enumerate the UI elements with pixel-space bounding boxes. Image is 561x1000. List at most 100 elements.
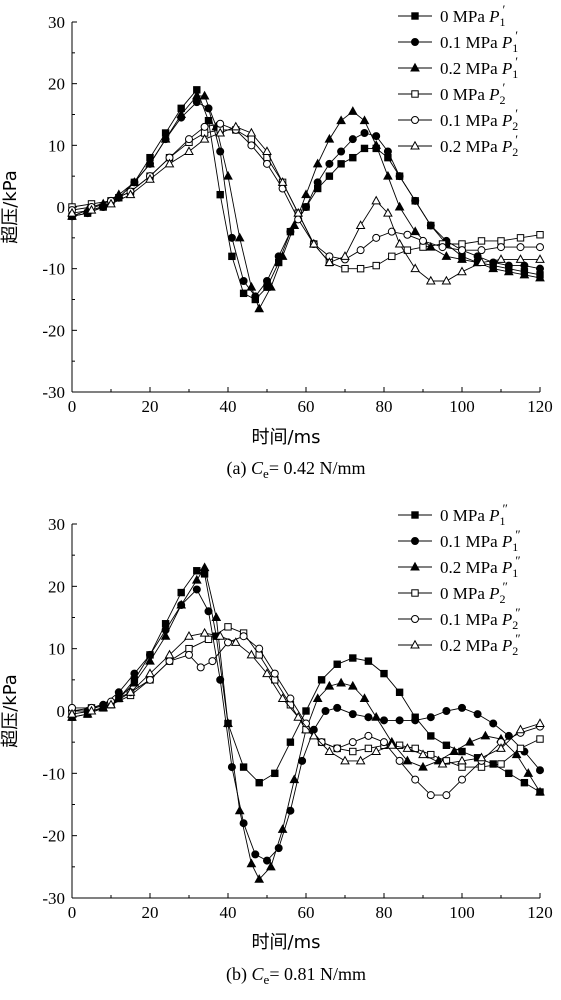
chart0-series-5-point — [215, 127, 226, 137]
chart1-series-5-point — [199, 627, 210, 637]
chart0-series-2-point — [301, 189, 311, 199]
chart1-legend-label-pressure: 0.1 MPa — [440, 532, 502, 551]
chart0-series-5-point — [308, 238, 319, 248]
chart1-series-3-point — [427, 750, 435, 759]
chart1-xtick-label: 120 — [527, 903, 553, 922]
chart0-series-5-point — [262, 146, 272, 155]
chart0-series-2-point — [383, 170, 393, 180]
chart0-series-0-point — [204, 116, 213, 125]
chart1-series-2-point — [464, 736, 475, 746]
chart1-series-5-point — [246, 649, 257, 659]
chart1-series-4-point — [255, 644, 264, 653]
chart1-series-0 — [68, 567, 544, 796]
chart1-series-3-point — [204, 635, 213, 644]
chart0-legend-label-prime: ′ — [503, 2, 506, 17]
chart0-legend-label-sub: 2 — [512, 145, 518, 159]
chart1-legend-label-sym: P — [501, 558, 512, 577]
chart0-legend-marker — [411, 90, 419, 98]
chart1-series-4-point — [426, 791, 435, 800]
chart1-ytick-label: 20 — [48, 577, 65, 596]
chart1-series-4-point — [270, 669, 279, 678]
chart1-caption: (b) Ce= 0.81 N/mm — [226, 964, 366, 987]
chart1-series-5-line — [71, 632, 541, 765]
chart1-series-2-point — [535, 786, 545, 796]
chart1-legend-label-pressure: 0.1 MPa — [440, 610, 502, 629]
chart1-series-1 — [68, 585, 544, 865]
chart0-series-5-point — [293, 207, 304, 217]
chart0-ytick-label: -10 — [42, 260, 65, 279]
chart0-legend-label: 0 MPa P2′ — [440, 80, 506, 107]
chart1-series-4-point — [364, 731, 373, 740]
chart0-series-1-point — [520, 261, 529, 270]
chart0-series-2-point — [246, 281, 257, 291]
chart1-series-5-point — [476, 752, 487, 762]
chart1-legend-marker — [411, 537, 419, 545]
chart0-xtick-label: 60 — [298, 397, 315, 416]
chart1-series-1-point — [380, 716, 388, 725]
chart0-series-2-point — [503, 266, 514, 276]
chart1-series-2-point — [433, 755, 444, 765]
chart1-series-0-point — [286, 738, 295, 746]
chart0-series-1-point — [302, 203, 310, 211]
chart1-series-2-point — [246, 858, 257, 868]
chart1-legend-label-prime: ″ — [515, 605, 520, 620]
chart0-series-2-point — [488, 263, 499, 273]
chart1-series-3-point — [395, 741, 404, 749]
chart1-series-0-point — [395, 688, 404, 696]
chart0-series-5-point — [246, 127, 257, 137]
chart1-series-1-point — [263, 856, 271, 865]
chart1-series-2-point — [359, 693, 370, 703]
chart0-xlabel: 时间/ms — [252, 427, 321, 448]
chart1-legend-label-sym: P — [501, 532, 512, 551]
chart0-series-5-point — [476, 257, 487, 266]
chart1-series-4-point — [317, 738, 326, 747]
chart0-xtick-label: 80 — [376, 397, 393, 416]
chart0-caption-sub: e — [263, 466, 269, 481]
chart0-series-5-point — [199, 133, 210, 143]
chart1-series-2-point — [324, 680, 335, 690]
chart1-series-1-point — [411, 716, 420, 725]
chart0-legend-label-sym: P — [501, 59, 512, 78]
chart1-series-1-point — [426, 713, 435, 722]
chart0-series-2-point — [129, 177, 140, 186]
chart0-series-2-point — [312, 158, 323, 168]
chart1-series-2-point — [129, 677, 140, 687]
chart1-series-5-point — [184, 630, 194, 640]
chart1-series-1-point — [489, 719, 498, 728]
chart0-series-2-point — [199, 90, 210, 100]
chart1-series-3-point — [516, 744, 525, 753]
chart0-series-1-point — [251, 292, 260, 301]
chart1-series-4-point — [348, 738, 357, 747]
chart0-series-2-point — [266, 281, 276, 291]
chart0-series-1-point — [239, 277, 248, 285]
chart1-series-2-point — [266, 861, 276, 871]
chart1-series-4-point — [165, 657, 174, 666]
chart0-ytick-label: -30 — [42, 383, 65, 402]
chart1-series-4-point — [185, 650, 193, 659]
chart0-legend-label-sym: P — [501, 137, 512, 156]
chart0-legend-label: 0.1 MPa P2′ — [440, 106, 518, 133]
chart0-legend-marker — [411, 12, 419, 20]
chart1-series-0-point — [458, 747, 466, 756]
chart0-series-3-point — [477, 237, 486, 245]
chart0-legend-label-sub: 2 — [500, 93, 506, 107]
chart1-series-1-point — [536, 766, 544, 775]
chart0-series-1-point — [348, 135, 357, 144]
chart1-series-2-point — [191, 574, 202, 584]
chart1-series-0-point — [380, 669, 388, 678]
chart0-series-5-point — [457, 266, 467, 276]
chart0-legend-label-prime: ′ — [515, 28, 518, 43]
chart0-series-4-point — [294, 215, 303, 224]
chart1-series-2-point — [347, 680, 358, 690]
chart1-series-0-point — [505, 769, 513, 778]
chart1-series-5 — [67, 627, 545, 768]
chart0-series-4-point — [216, 119, 225, 128]
chart1-legend-label-sym: P — [501, 636, 512, 655]
chart1-caption-rest: = 0.81 N/mm — [269, 964, 366, 984]
chart0-legend-label-pressure: 0.1 MPa — [440, 111, 502, 130]
chart0-caption-prefix: (a) — [227, 458, 251, 479]
chart0-series-3-point — [388, 252, 396, 261]
chart0-series-1-point — [411, 196, 420, 205]
chart1-series-1-point — [364, 713, 373, 722]
